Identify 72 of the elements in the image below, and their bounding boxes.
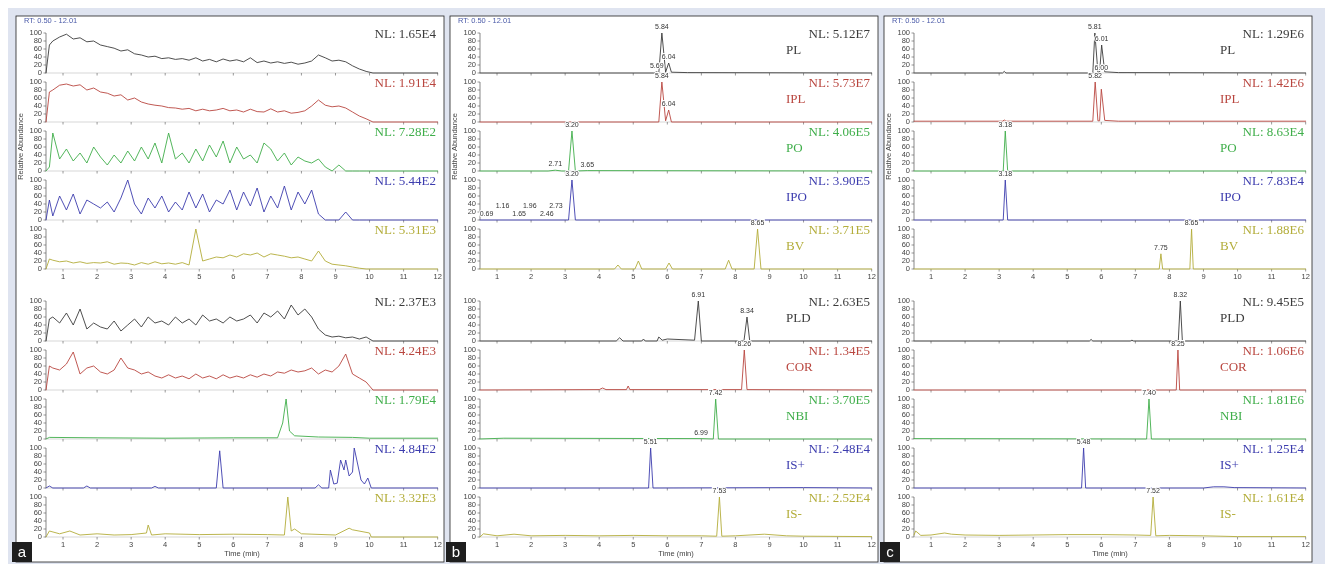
series-label: COR xyxy=(786,359,814,374)
series-label: BV xyxy=(786,238,805,253)
series-label: IS+ xyxy=(786,457,805,472)
chart-title: NL: 9.45E5 xyxy=(1242,294,1304,309)
line-series xyxy=(913,32,1307,74)
chart-title: NL: 4.84E2 xyxy=(374,441,436,456)
chart-title: NL: 4.24E3 xyxy=(374,343,436,358)
line-series xyxy=(479,349,873,391)
series-label: PL xyxy=(786,42,802,57)
line-series xyxy=(45,447,439,489)
line-series xyxy=(479,130,873,172)
chart-title: NL: 1.79E4 xyxy=(374,392,437,407)
chart-title: NL: 7.28E2 xyxy=(374,124,436,139)
letter-tag: a xyxy=(12,542,32,562)
series-label: PLD xyxy=(1220,310,1245,325)
chart-title: NL: 1.88E6 xyxy=(1242,222,1305,237)
series-label: IPO xyxy=(786,189,807,204)
line-series xyxy=(913,81,1307,122)
series-label: IPL xyxy=(1220,91,1240,106)
chart-title: NL: 4.06E5 xyxy=(808,124,870,139)
line-series xyxy=(913,447,1307,489)
line-series xyxy=(913,300,1307,342)
line-series xyxy=(479,228,873,270)
series-label: PL xyxy=(1220,42,1236,57)
letter-tag: b xyxy=(446,542,466,562)
chart-title: NL: 1.65E4 xyxy=(374,26,437,41)
series-label: NBI xyxy=(786,408,809,423)
line-series xyxy=(479,300,873,342)
chart-title: NL: 5.73E7 xyxy=(808,75,871,90)
line-series xyxy=(45,179,439,221)
chart-title: NL: 1.91E4 xyxy=(374,75,437,90)
series-label: COR xyxy=(1220,359,1248,374)
chart-title: NL: 8.63E4 xyxy=(1242,124,1305,139)
chart-title: NL: 1.61E4 xyxy=(1242,490,1305,505)
chart-title: NL: 1.81E6 xyxy=(1242,392,1305,407)
series-label: PO xyxy=(786,140,803,155)
chart-title: NL: 7.83E4 xyxy=(1242,173,1305,188)
chart-title: NL: 1.34E5 xyxy=(808,343,870,358)
line-series xyxy=(45,304,439,342)
chart-title: NL: 5.12E7 xyxy=(808,26,871,41)
chart-title: NL: 2.37E3 xyxy=(374,294,436,309)
letter-tag: c xyxy=(880,542,900,562)
series-label: NBI xyxy=(1220,408,1243,423)
line-series xyxy=(45,398,439,440)
chart-title: NL: 1.42E6 xyxy=(1242,75,1305,90)
series-label: IPL xyxy=(786,91,806,106)
series-label: PO xyxy=(1220,140,1237,155)
chart-title: NL: 3.71E5 xyxy=(808,222,870,237)
chart-title: NL: 1.25E4 xyxy=(1242,441,1305,456)
chart-title: NL: 3.32E3 xyxy=(374,490,436,505)
line-series xyxy=(45,496,439,538)
chart-title: NL: 3.70E5 xyxy=(808,392,870,407)
chart-title: NL: 2.48E4 xyxy=(808,441,871,456)
series-label: IPO xyxy=(1220,189,1241,204)
chart-title: NL: 1.29E6 xyxy=(1242,26,1305,41)
chart-title: NL: 3.90E5 xyxy=(808,173,870,188)
series-label: BV xyxy=(1220,238,1239,253)
line-series xyxy=(479,398,873,440)
chart-title: NL: 2.52E4 xyxy=(808,490,871,505)
series-label: IS+ xyxy=(1220,457,1239,472)
chart-title: NL: 1.06E6 xyxy=(1242,343,1305,358)
series-label: IS- xyxy=(1220,506,1236,521)
line-series xyxy=(45,228,439,270)
chart-title: NL: 2.63E5 xyxy=(808,294,870,309)
line-series xyxy=(479,32,873,74)
line-series xyxy=(479,81,873,123)
line-series xyxy=(479,496,873,538)
chart-title: NL: 5.44E2 xyxy=(374,173,436,188)
line-series xyxy=(913,496,1307,538)
series-label: PLD xyxy=(786,310,811,325)
chart-title: NL: 5.31E3 xyxy=(374,222,436,237)
series-label: IS- xyxy=(786,506,802,521)
